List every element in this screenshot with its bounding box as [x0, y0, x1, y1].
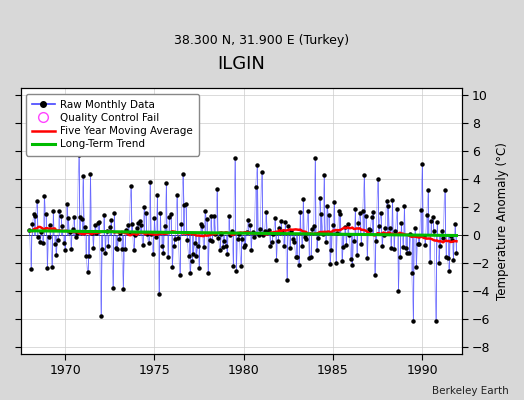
- Legend: Raw Monthly Data, Quality Control Fail, Five Year Moving Average, Long-Term Tren: Raw Monthly Data, Quality Control Fail, …: [26, 94, 199, 156]
- Text: Berkeley Earth: Berkeley Earth: [432, 386, 508, 396]
- Y-axis label: Temperature Anomaly (°C): Temperature Anomaly (°C): [496, 142, 509, 300]
- Text: 38.300 N, 31.900 E (Turkey): 38.300 N, 31.900 E (Turkey): [174, 34, 350, 47]
- Title: ILGIN: ILGIN: [217, 55, 265, 73]
